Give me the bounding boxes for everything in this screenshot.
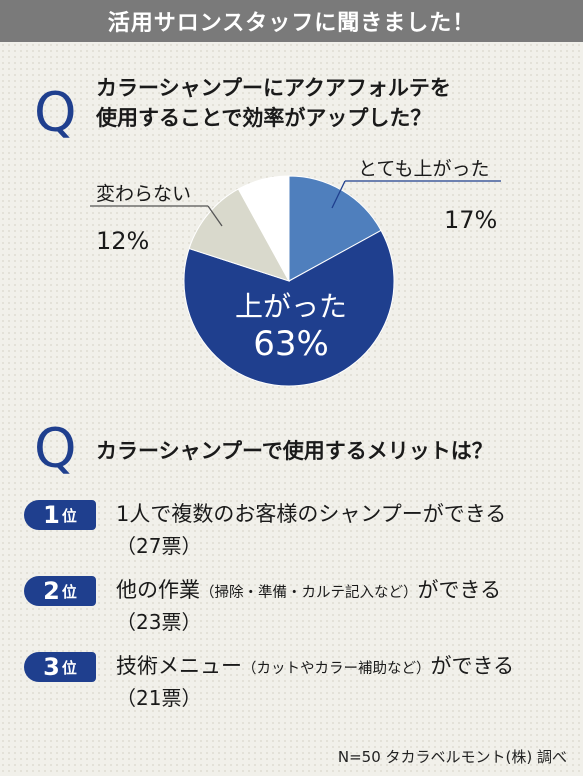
rank-title-1: 1人で複数のお客様のシャンプーができる — [116, 498, 506, 528]
rank-title-3: 技術メニュー（カットやカラー補助など）ができる — [116, 650, 514, 680]
slice-value-very-increased: 17% — [444, 206, 497, 234]
rank-title-main-1: 1人で複数のお客様のシャンプーができる — [116, 502, 506, 526]
rank-title-tail-2: ができる — [418, 578, 502, 602]
rank-title-note-2: （掃除・準備・カルテ記入など） — [200, 585, 418, 601]
question-1-text: カラーシャンプーにアクアフォルテを 使用することで効率がアップした？ — [96, 73, 451, 134]
rank-count-3: （21票） — [116, 682, 201, 711]
rank-unit-3: 位 — [62, 657, 77, 678]
rank-title-main-2: 他の作業 — [116, 578, 200, 602]
rank-title-2: 他の作業（掃除・準備・カルテ記入など）ができる — [116, 574, 501, 604]
question-2-mark: Q — [34, 422, 77, 476]
rank-title-main-3: 技術メニュー — [116, 654, 242, 678]
rank-title-note-3: （カットやカラー補助など） — [242, 661, 431, 677]
question-2-text: カラーシャンプーで使用するメリットは？ — [96, 436, 493, 466]
source-note: N=50 タカラベルモント(株) 調べ — [338, 746, 567, 767]
slice-label-unchanged: 変わらない — [96, 183, 191, 205]
rank-count-1: （27票） — [116, 530, 201, 559]
rank-count-2: （23票） — [116, 606, 201, 635]
header-title: 活用サロンスタッフに聞きました！ — [108, 5, 476, 37]
rank-number-2: 2 — [43, 577, 60, 605]
slice-label-increased: 上がった — [235, 290, 347, 323]
question-1-line-1: カラーシャンプーにアクアフォルテを — [96, 73, 451, 103]
slice-value-unchanged: 12% — [96, 227, 149, 255]
pie-chart: とても上がった 17% 変わらない 12% 上がった 63% — [0, 150, 583, 410]
slice-value-increased: 63% — [253, 324, 329, 364]
header-banner: 活用サロンスタッフに聞きました！ — [0, 0, 583, 42]
rank-unit-1: 位 — [62, 505, 77, 526]
rank-title-tail-3: ができる — [431, 654, 515, 678]
rank-number-1: 1 — [43, 501, 60, 529]
rank-unit-2: 位 — [62, 581, 77, 602]
question-1-mark: Q — [34, 86, 77, 140]
rank-number-3: 3 — [43, 653, 60, 681]
slice-label-very-increased: とても上がった — [358, 158, 489, 180]
question-1-line-2: 使用することで効率がアップした？ — [96, 103, 451, 133]
